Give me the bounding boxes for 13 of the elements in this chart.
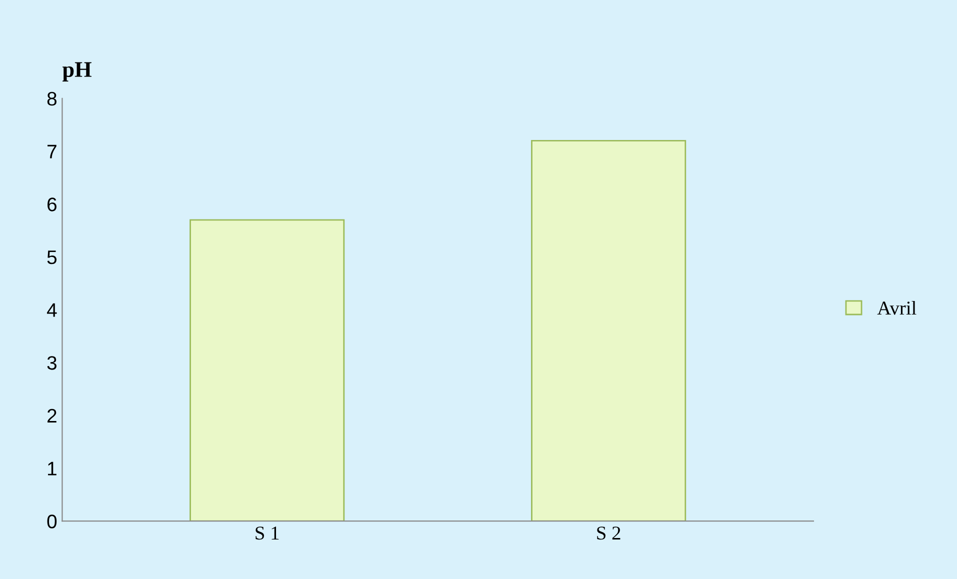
y-tick-label: 4 — [46, 303, 57, 317]
y-tick-label: 6 — [48, 198, 56, 212]
x-tick-label: S 2 — [597, 526, 620, 540]
y-tick-label: 3 — [47, 356, 56, 370]
y-tick-label: 1 — [48, 462, 56, 476]
y-axis-title: pH — [62, 62, 92, 82]
x-tick-label: S 1 — [256, 526, 279, 540]
y-tick-label: 5 — [47, 250, 57, 264]
y-tick-label: 8 — [47, 92, 56, 106]
y-tick-label: 7 — [48, 144, 56, 158]
y-tick-label: 2 — [48, 408, 56, 422]
y-tick-label: 0 — [47, 514, 57, 528]
legend-label: Avril — [877, 301, 916, 315]
